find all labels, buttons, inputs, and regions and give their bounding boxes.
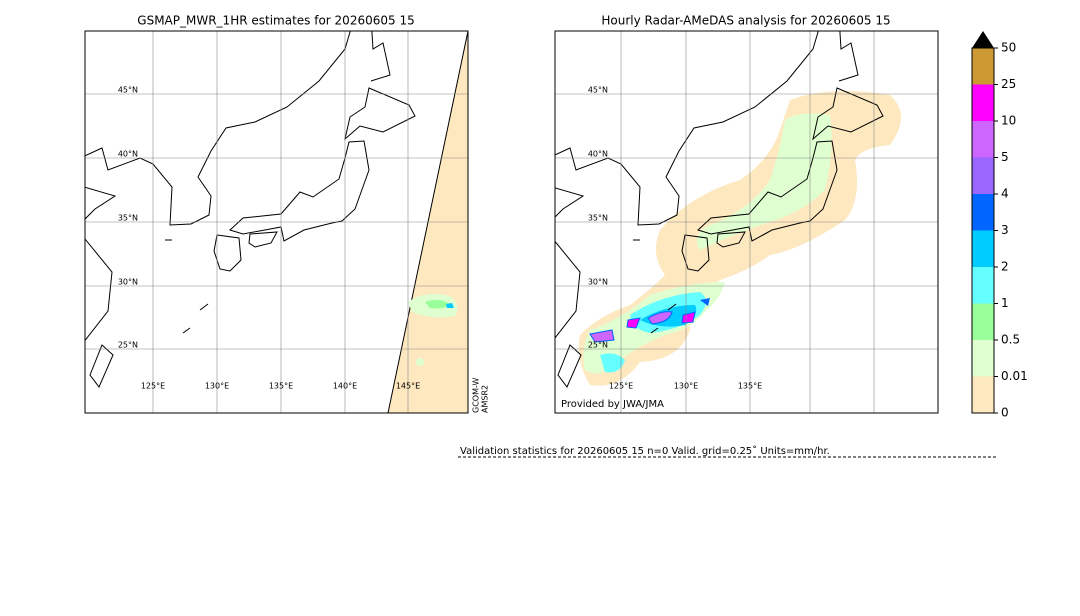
colorbar-label: 25 <box>1001 77 1016 91</box>
colorbar-label: 3 <box>1001 223 1009 237</box>
lon-label: 145°E <box>396 382 420 391</box>
lat-label: 30°N <box>118 278 138 287</box>
rain-area <box>589 329 615 343</box>
lat-label: 45°N <box>588 86 608 95</box>
colorbar-segment <box>972 157 994 194</box>
colorbar-label: 1 <box>1001 296 1009 310</box>
lon-label: 125°E <box>141 382 165 391</box>
lat-label: 40°N <box>588 150 608 159</box>
rain-area <box>626 317 641 329</box>
sensor-label: AMSR2 <box>481 385 490 413</box>
lat-label: 35°N <box>588 214 608 223</box>
colorbar-label: 4 <box>1001 187 1009 201</box>
lat-label: 40°N <box>118 150 138 159</box>
credit: Provided by JWA/JMA <box>561 399 664 410</box>
colorbar-segment <box>972 121 994 158</box>
colorbar-segment <box>972 48 994 85</box>
colorbar-extend <box>972 31 994 48</box>
colorbar-label: 0 <box>1001 406 1009 420</box>
colorbar-label: 10 <box>1001 114 1016 128</box>
colorbar-label: 50 <box>1001 41 1016 55</box>
lat-label: 30°N <box>588 278 608 287</box>
rain-area <box>425 299 450 309</box>
rain-area <box>647 311 673 325</box>
lat-label: 25°N <box>118 341 138 350</box>
lon-label: 135°E <box>269 382 293 391</box>
right-map-title: Hourly Radar-AMeDAS analysis for 2026060… <box>601 14 890 28</box>
colorbar-label: 0.01 <box>1001 369 1028 383</box>
colorbar-segment <box>972 376 994 413</box>
rain-area <box>600 353 625 373</box>
grid <box>555 31 938 413</box>
grid <box>85 31 468 413</box>
right-map-frame <box>554 30 939 414</box>
colorbar-segment <box>972 267 994 304</box>
coastline <box>85 31 416 388</box>
lat-label: 35°N <box>118 214 138 223</box>
colorbar-segment <box>972 194 994 231</box>
lon-label: 130°E <box>674 382 698 391</box>
left-map <box>85 31 468 413</box>
sensor-label: GCOM-W <box>472 377 481 413</box>
lon-label: 125°E <box>609 382 633 391</box>
colorbar-segment <box>972 230 994 267</box>
left-map-frame <box>84 30 469 414</box>
left-map-title: GSMAP_MWR_1HR estimates for 20260605 15 <box>137 14 414 28</box>
lat-label: 45°N <box>118 86 138 95</box>
colorbar-segment <box>972 84 994 121</box>
lat-label: 25°N <box>588 341 608 350</box>
colorbar: 0 0.01 0.5 1 2 3 4 5 10 25 50 <box>971 31 1028 420</box>
colorbar-segment <box>972 303 994 340</box>
colorbar-label: 5 <box>1001 150 1009 164</box>
footer: Validation statistics for 20260605 15 n=… <box>460 445 830 457</box>
rain-area <box>416 358 424 366</box>
rain-area <box>681 311 696 324</box>
lon-label: 140°E <box>333 382 357 391</box>
right-map <box>555 31 938 413</box>
colorbar-segment <box>972 340 994 377</box>
rain-area <box>446 303 454 308</box>
colorbar-label: 2 <box>1001 260 1009 274</box>
rain-area <box>700 298 710 306</box>
lon-label: 135°E <box>738 382 762 391</box>
colorbar-label: 0.5 <box>1001 333 1020 347</box>
lon-label: 130°E <box>205 382 229 391</box>
